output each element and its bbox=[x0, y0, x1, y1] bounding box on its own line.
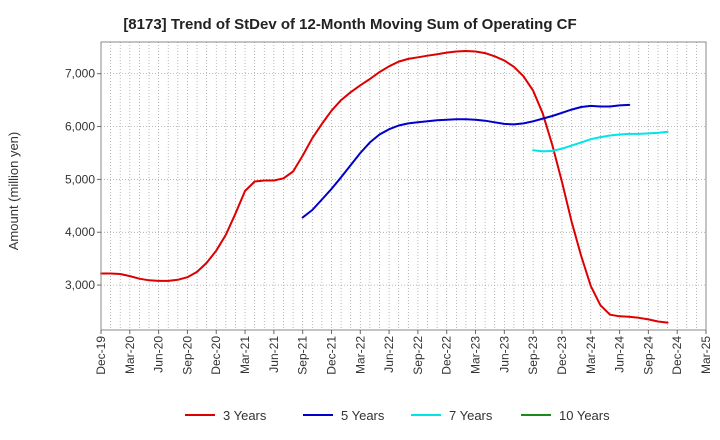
x-tick-label: Sep-21 bbox=[296, 336, 310, 375]
plot-frame bbox=[100, 41, 707, 331]
x-tick-label: Mar-25 bbox=[699, 336, 713, 374]
x-tick-label: Dec-24 bbox=[670, 336, 684, 375]
legend-label: 3 Years bbox=[223, 408, 267, 423]
x-tick-label: Sep-23 bbox=[526, 336, 540, 375]
x-tick-label: Dec-21 bbox=[324, 336, 338, 375]
legend-label: 10 Years bbox=[559, 408, 610, 423]
x-tick-label: Jun-22 bbox=[382, 336, 396, 373]
y-tick-label: 4,000 bbox=[65, 225, 95, 239]
y-tick-label: 7,000 bbox=[65, 67, 95, 81]
series-line-3-years bbox=[100, 50, 669, 324]
x-tick-label: Dec-22 bbox=[440, 336, 454, 375]
x-tick-label: Sep-20 bbox=[180, 336, 194, 375]
x-tick-label: Dec-23 bbox=[555, 336, 569, 375]
chart-title: [8173] Trend of StDev of 12-Month Moving… bbox=[123, 16, 576, 33]
x-tick-label: Mar-24 bbox=[584, 336, 598, 374]
x-tick-label: Mar-22 bbox=[353, 336, 367, 374]
x-tick-label: Mar-23 bbox=[469, 336, 483, 374]
legend-item: 10 Years bbox=[521, 408, 610, 423]
x-tick-label: Mar-21 bbox=[238, 336, 252, 374]
legend-item: 3 Years bbox=[185, 408, 267, 423]
series-line-7-years bbox=[532, 130, 669, 153]
x-tick-label: Sep-22 bbox=[411, 336, 425, 375]
x-tick-label: Jun-23 bbox=[497, 336, 511, 373]
grid bbox=[101, 42, 706, 330]
x-tick-label: Jun-24 bbox=[613, 336, 627, 373]
x-tick-label: Mar-20 bbox=[123, 336, 137, 374]
legend: 3 Years 5 Years 7 Years 10 Years bbox=[185, 408, 610, 423]
legend-label: 5 Years bbox=[341, 408, 385, 423]
x-tick-label: Dec-20 bbox=[209, 336, 223, 375]
y-tick-label: 6,000 bbox=[65, 120, 95, 134]
x-axis-ticks: Dec-19 Mar-20 Jun-20 Sep-20 Dec-20 Mar-21 Jun-… bbox=[94, 330, 713, 375]
x-tick-label: Dec-19 bbox=[94, 336, 108, 375]
legend-label: 7 Years bbox=[449, 408, 493, 423]
x-tick-label: Sep-24 bbox=[641, 336, 655, 375]
legend-item: 5 Years bbox=[303, 408, 385, 423]
x-tick-label: Jun-21 bbox=[267, 336, 281, 373]
y-tick-label: 3,000 bbox=[65, 278, 95, 292]
series-lines bbox=[100, 50, 669, 324]
series-line-5-years bbox=[301, 103, 631, 219]
legend-item: 7 Years bbox=[411, 408, 493, 423]
y-axis-label: Amount (million yen) bbox=[6, 132, 21, 251]
y-axis-ticks: 3,000 4,000 5,000 6,000 7,000 bbox=[65, 67, 101, 292]
y-tick-label: 5,000 bbox=[65, 172, 95, 186]
x-tick-label: Jun-20 bbox=[152, 336, 166, 373]
